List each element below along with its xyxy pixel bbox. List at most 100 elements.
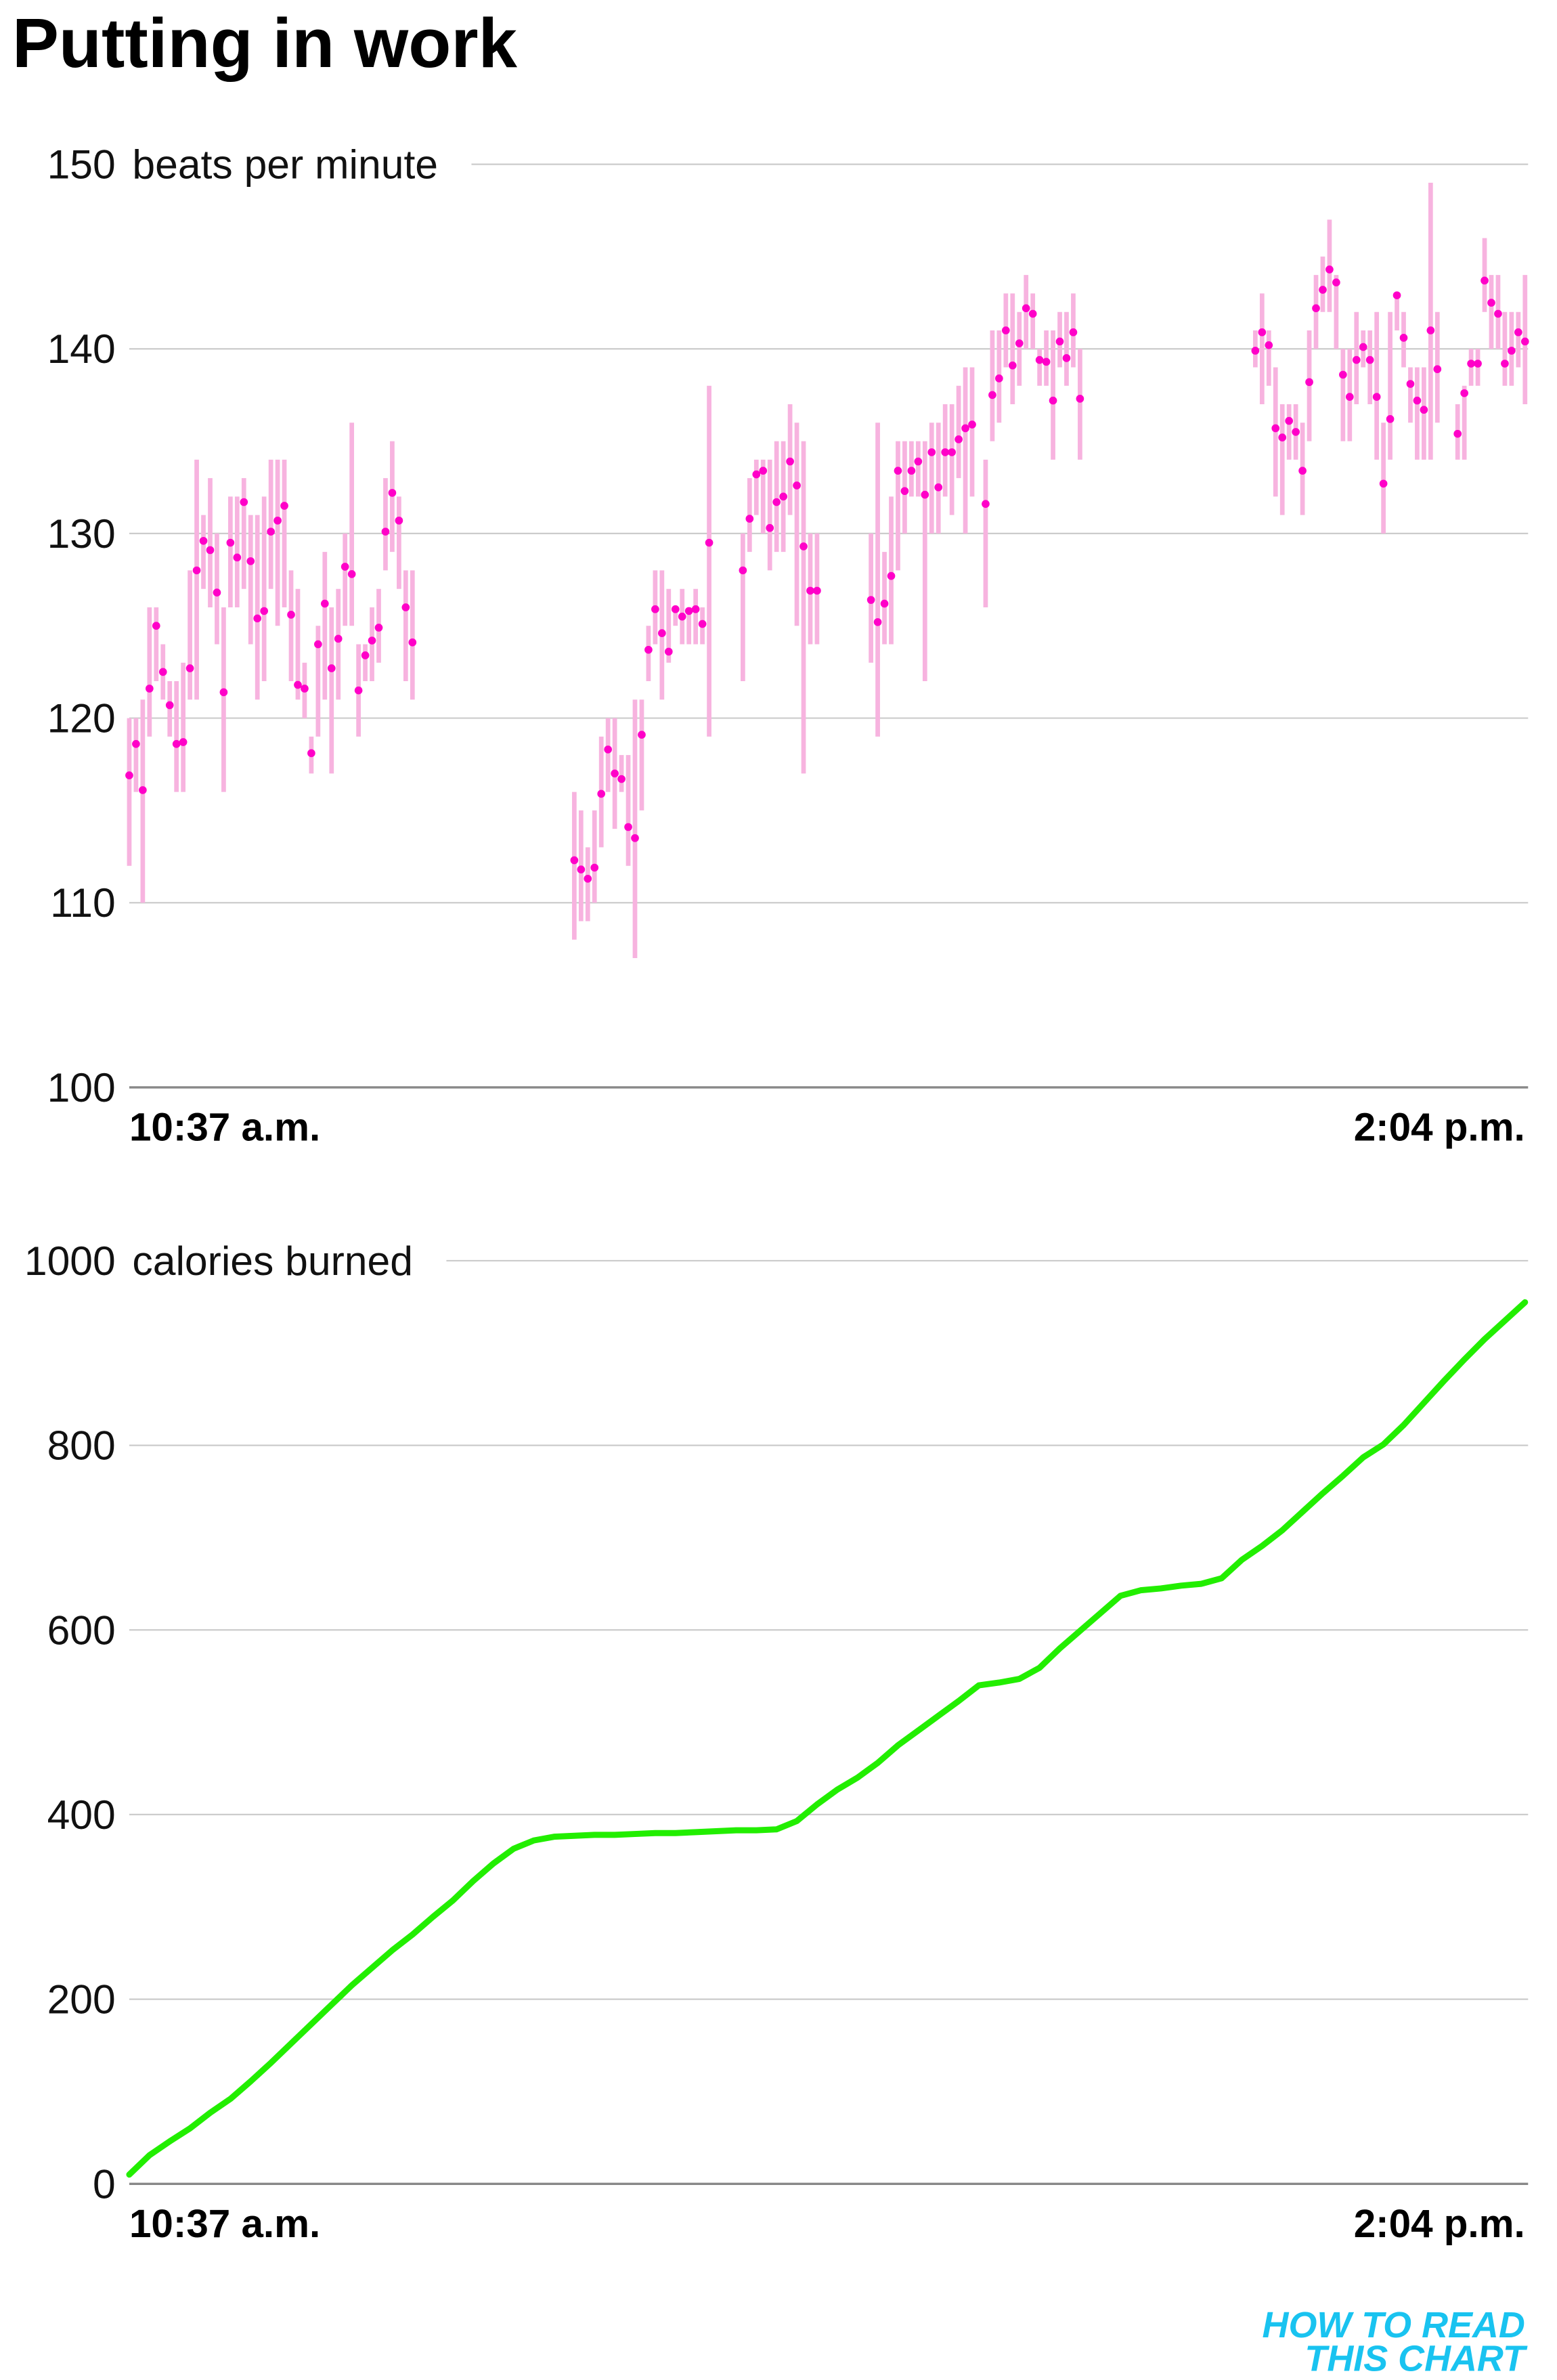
dot: [651, 605, 659, 613]
dot: [1008, 361, 1017, 370]
dot: [907, 467, 916, 475]
dot: [145, 685, 154, 693]
dot: [334, 634, 343, 643]
dot: [894, 467, 902, 475]
dot: [570, 856, 579, 865]
dot: [1481, 276, 1489, 285]
dot: [1386, 415, 1395, 423]
dot: [611, 769, 619, 778]
dot: [772, 498, 781, 506]
dot: [314, 640, 322, 649]
dot: [590, 863, 599, 872]
dot: [691, 605, 700, 613]
dot: [1001, 326, 1010, 334]
dot: [401, 603, 410, 611]
dot: [1258, 328, 1267, 337]
dot: [921, 490, 929, 499]
dot: [745, 515, 754, 523]
dot: [1352, 355, 1361, 364]
dot: [206, 546, 215, 555]
dot: [1035, 355, 1044, 364]
y-tick-label: 800: [47, 1423, 116, 1469]
dot: [786, 457, 794, 466]
dot: [280, 502, 288, 510]
dot: [604, 745, 612, 754]
dot: [199, 536, 208, 545]
dot: [968, 420, 976, 429]
dot: [793, 481, 801, 490]
dot: [267, 527, 275, 536]
dot: [1049, 396, 1057, 405]
dot: [766, 523, 774, 532]
dot: [1345, 393, 1354, 401]
dot: [273, 516, 282, 525]
dot: [1042, 358, 1051, 366]
dot: [226, 538, 235, 547]
dot: [219, 688, 228, 697]
dot: [1460, 389, 1468, 397]
dot: [1420, 406, 1428, 414]
dot: [631, 834, 639, 842]
dot: [1265, 341, 1273, 349]
dot: [988, 391, 996, 399]
dot: [1069, 328, 1078, 337]
dot: [1028, 309, 1037, 318]
dot: [698, 620, 707, 628]
dot: [1501, 360, 1509, 368]
dot: [941, 448, 950, 456]
dot: [301, 685, 309, 693]
dot: [213, 588, 221, 597]
x-tick-label: 2:04 p.m.: [1354, 2202, 1525, 2246]
dot: [577, 865, 586, 873]
dot: [638, 731, 646, 739]
dot: [172, 739, 181, 748]
dot: [739, 566, 747, 575]
dot: [287, 611, 295, 619]
y-axis-label: calories burned: [132, 1238, 413, 1284]
dot: [671, 605, 680, 613]
dot: [240, 498, 248, 506]
dot: [1520, 337, 1529, 346]
dot: [185, 664, 194, 672]
dot: [347, 570, 356, 578]
dot: [1487, 299, 1495, 307]
dot: [948, 448, 956, 456]
dot: [1055, 337, 1064, 346]
dot: [1319, 286, 1327, 294]
dot: [1332, 278, 1340, 286]
dot: [799, 542, 808, 550]
dot: [1251, 347, 1260, 355]
dot: [684, 607, 693, 615]
dot: [955, 435, 963, 443]
dot: [1467, 360, 1475, 368]
dot: [813, 586, 821, 595]
y-tick-label: 100: [47, 1064, 116, 1110]
dot: [341, 563, 349, 571]
dot: [982, 500, 990, 509]
dot: [1365, 355, 1374, 364]
dot: [260, 607, 269, 615]
dot: [1406, 380, 1415, 388]
dot: [927, 448, 936, 456]
y-tick-label: 1000: [24, 1238, 116, 1284]
dot: [1399, 334, 1408, 342]
dot: [752, 470, 761, 479]
dot: [1413, 396, 1422, 405]
dot: [368, 636, 376, 645]
dot: [192, 566, 201, 575]
dot: [1062, 354, 1071, 362]
dot: [381, 527, 390, 536]
dot: [995, 374, 1003, 383]
dot: [678, 612, 686, 621]
dot: [779, 492, 787, 501]
dot: [361, 651, 370, 659]
dot: [152, 622, 160, 630]
dot: [597, 789, 606, 798]
dot: [1494, 309, 1502, 318]
dot: [900, 487, 909, 496]
y-tick-label: 0: [93, 2161, 116, 2207]
line: [126, 1299, 1529, 2178]
dot: [374, 624, 383, 632]
y-tick-label: 110: [50, 880, 116, 926]
